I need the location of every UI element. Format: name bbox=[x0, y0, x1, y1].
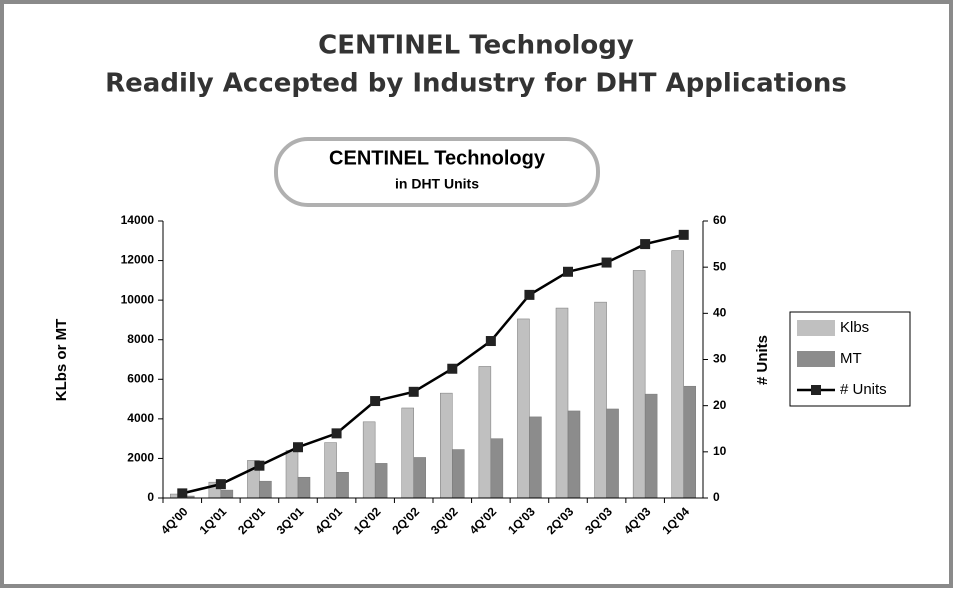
marker bbox=[563, 266, 573, 277]
y-tick-label: 10000 bbox=[121, 292, 155, 306]
bar bbox=[606, 408, 619, 499]
bar bbox=[297, 476, 311, 499]
line bbox=[181, 233, 685, 495]
marker bbox=[447, 363, 458, 374]
slide-title: Readily Accepted by Industry for DHT App… bbox=[105, 69, 847, 99]
bar bbox=[413, 457, 426, 499]
bar bbox=[529, 416, 542, 499]
y2-tick-label: 60 bbox=[713, 213, 727, 227]
slide-title: CENTINEL Technology bbox=[318, 31, 634, 61]
marker bbox=[408, 386, 419, 397]
legend-marker bbox=[811, 385, 821, 395]
y2-tick-label: 10 bbox=[713, 444, 727, 458]
y2-tick-label: 50 bbox=[713, 259, 727, 273]
marker bbox=[215, 479, 226, 490]
marker bbox=[524, 289, 535, 300]
marker bbox=[177, 488, 188, 499]
y-tick-label: 2000 bbox=[127, 451, 154, 465]
bar bbox=[362, 421, 376, 499]
legend-swatch bbox=[797, 320, 835, 336]
marker bbox=[678, 229, 689, 240]
bar bbox=[490, 438, 504, 499]
y-tick-label: 0 bbox=[147, 490, 154, 504]
bar bbox=[336, 472, 349, 499]
y-tick-label: 14000 bbox=[121, 213, 155, 227]
y2-tick-label: 20 bbox=[713, 398, 727, 412]
chart-subtitle: in DHT Units bbox=[395, 176, 479, 192]
y-tick-label: 4000 bbox=[127, 411, 154, 425]
bar bbox=[555, 307, 569, 499]
marker bbox=[370, 396, 381, 407]
y2-tick-label: 0 bbox=[713, 490, 720, 504]
bar bbox=[440, 392, 453, 499]
bar bbox=[594, 301, 607, 499]
bar bbox=[220, 489, 234, 499]
marker bbox=[293, 442, 303, 453]
bar bbox=[401, 407, 414, 499]
bar bbox=[671, 250, 684, 499]
bar bbox=[683, 385, 696, 499]
bar bbox=[644, 393, 658, 499]
bar bbox=[567, 410, 581, 499]
bar bbox=[452, 449, 465, 499]
bar bbox=[285, 450, 299, 499]
title-box bbox=[274, 137, 600, 207]
bar bbox=[324, 442, 337, 499]
bar bbox=[478, 366, 492, 499]
marker bbox=[601, 257, 612, 268]
legend-swatch bbox=[797, 351, 835, 367]
bar bbox=[632, 270, 646, 499]
legend-label: # Units bbox=[840, 381, 887, 398]
legend-label: MT bbox=[840, 350, 862, 367]
y-tick-label: 8000 bbox=[127, 332, 154, 346]
bar bbox=[259, 480, 272, 499]
y2-tick-label: 40 bbox=[713, 306, 727, 320]
marker bbox=[254, 460, 265, 471]
bar bbox=[374, 463, 388, 499]
y-axis-title: KLbs or MT bbox=[53, 319, 70, 402]
y2-axis-title: # Units bbox=[754, 335, 771, 385]
marker bbox=[640, 239, 651, 250]
marker bbox=[485, 336, 496, 347]
y2-tick-label: 30 bbox=[713, 352, 727, 366]
chart-title: CENTINEL Technology bbox=[329, 147, 546, 169]
legend-label: Klbs bbox=[840, 319, 869, 336]
y-tick-label: 12000 bbox=[121, 253, 155, 267]
y-tick-label: 6000 bbox=[127, 371, 154, 385]
bar bbox=[517, 318, 530, 499]
marker bbox=[331, 428, 342, 439]
